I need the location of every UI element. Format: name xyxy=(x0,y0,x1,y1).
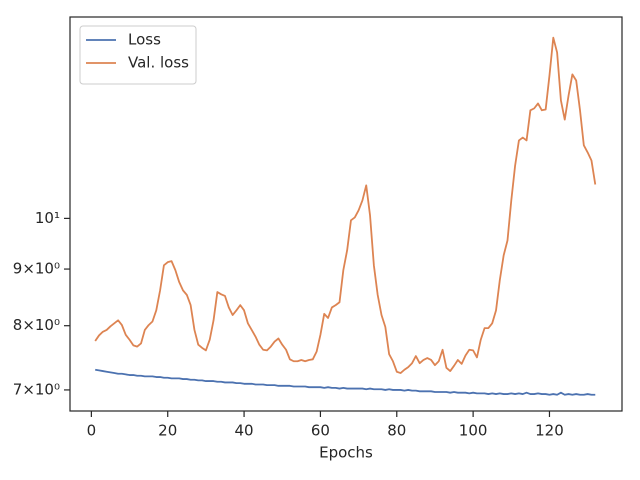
x-tick-label: 60 xyxy=(311,422,330,440)
y-tick-label: 8×10⁰ xyxy=(13,316,60,334)
line xyxy=(94,36,597,374)
x-tick-label: 80 xyxy=(387,422,406,440)
legend-label: Loss xyxy=(128,31,161,49)
line xyxy=(95,368,596,396)
x-axis-label: Epochs xyxy=(319,444,373,462)
x-tick-label: 20 xyxy=(158,422,177,440)
x-tick-label: 40 xyxy=(235,422,254,440)
y-tick-label: 7×10⁰ xyxy=(13,380,60,398)
y-tick-label: 10¹ xyxy=(35,209,60,227)
plot-frame xyxy=(69,16,623,412)
legend-label: Val. loss xyxy=(128,54,189,72)
y-tick-label: 9×10⁰ xyxy=(13,260,60,278)
x-tick-label: 0 xyxy=(87,422,97,440)
x-tick-label: 120 xyxy=(535,422,564,440)
x-tick-label: 100 xyxy=(459,422,488,440)
